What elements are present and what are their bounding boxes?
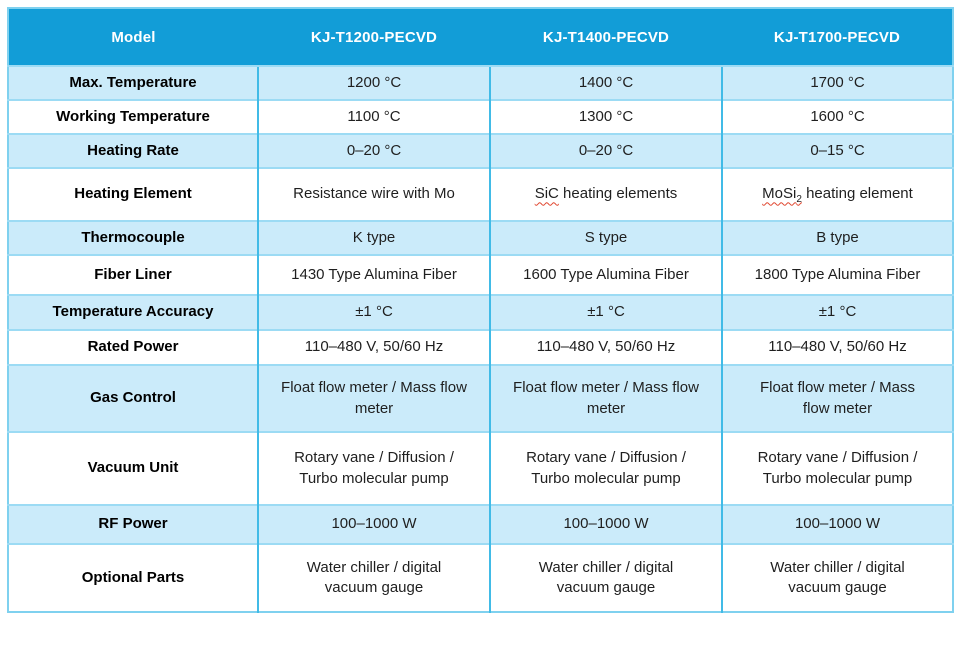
row-label: Temperature Accuracy	[8, 294, 258, 330]
chem-formula: MoSi	[762, 185, 797, 203]
misspelled-term: MoSi2	[762, 185, 802, 206]
cell-value: Rotary vane / Diffusion / Turbo molecula…	[721, 431, 953, 505]
cell-value: 100–1000 W	[489, 504, 722, 544]
cell-value: 1600 Type Alumina Fiber	[489, 254, 722, 295]
cell-value: Rotary vane / Diffusion / Turbo molecula…	[257, 431, 490, 505]
table-row-thermocouple: Thermocouple K type S type B type	[8, 220, 953, 255]
cell-value: Water chiller / digital vacuum gauge	[489, 543, 722, 612]
row-label: Gas Control	[8, 364, 258, 432]
cell-value: B type	[721, 220, 953, 255]
cell-value: Float flow meter / Mass flow meter	[721, 364, 953, 432]
table-row-fiber-liner: Fiber Liner 1430 Type Alumina Fiber 1600…	[8, 254, 953, 295]
table-row-vacuum-unit: Vacuum Unit Rotary vane / Diffusion / Tu…	[8, 431, 953, 505]
table-row-rated-power: Rated Power 110–480 V, 50/60 Hz 110–480 …	[8, 329, 953, 365]
cell-value: 0–20 °C	[257, 133, 490, 168]
cell-value: Water chiller / digital vacuum gauge	[721, 543, 953, 612]
table-row-gas-control: Gas Control Float flow meter / Mass flow…	[8, 364, 953, 432]
spec-comparison-table: Model KJ-T1200-PECVD KJ-T1400-PECVD KJ-T…	[7, 7, 954, 613]
cell-value: 0–15 °C	[721, 133, 953, 168]
header-col-kj-t1700: KJ-T1700-PECVD	[722, 8, 953, 66]
table-row-rf-power: RF Power 100–1000 W 100–1000 W 100–1000 …	[8, 504, 953, 544]
cell-value: SiC heating elements	[489, 167, 722, 221]
cell-value: 1100 °C	[257, 99, 490, 134]
row-label: Fiber Liner	[8, 254, 258, 295]
cell-value: S type	[489, 220, 722, 255]
cell-value: K type	[257, 220, 490, 255]
cell-value: 1600 °C	[721, 99, 953, 134]
cell-value: 1800 Type Alumina Fiber	[721, 254, 953, 295]
cell-value: 100–1000 W	[721, 504, 953, 544]
row-label: Rated Power	[8, 329, 258, 365]
cell-value-rest: heating element	[801, 185, 913, 203]
table-row-working-temperature: Working Temperature 1100 °C 1300 °C 1600…	[8, 99, 953, 134]
row-label: Heating Rate	[8, 133, 258, 168]
cell-value: Float flow meter / Mass flow meter	[489, 364, 722, 432]
cell-value: Water chiller / digital vacuum gauge	[257, 543, 490, 612]
cell-value: ±1 °C	[257, 294, 490, 330]
table-row-heating-rate: Heating Rate 0–20 °C 0–20 °C 0–15 °C	[8, 133, 953, 168]
header-model: Model	[8, 8, 258, 66]
cell-value: MoSi2 heating element	[721, 167, 953, 221]
cell-value: 110–480 V, 50/60 Hz	[721, 329, 953, 365]
header-col-kj-t1400: KJ-T1400-PECVD	[490, 8, 722, 66]
cell-value: 0–20 °C	[489, 133, 722, 168]
cell-value: Rotary vane / Diffusion / Turbo molecula…	[489, 431, 722, 505]
row-label: Max. Temperature	[8, 65, 258, 100]
row-label: Vacuum Unit	[8, 431, 258, 505]
header-col-kj-t1200: KJ-T1200-PECVD	[258, 8, 490, 66]
cell-value: 100–1000 W	[257, 504, 490, 544]
row-label: Optional Parts	[8, 543, 258, 612]
misspelled-term: SiC	[534, 185, 559, 203]
table-row-heating-element: Heating Element Resistance wire with Mo …	[8, 167, 953, 221]
cell-value: 1700 °C	[721, 65, 953, 100]
cell-value: 110–480 V, 50/60 Hz	[489, 329, 722, 365]
cell-value: ±1 °C	[721, 294, 953, 330]
cell-value: 1400 °C	[489, 65, 722, 100]
row-label: Heating Element	[8, 167, 258, 221]
cell-value: 1200 °C	[257, 65, 490, 100]
cell-value: 110–480 V, 50/60 Hz	[257, 329, 490, 365]
table-row-optional-parts: Optional Parts Water chiller / digital v…	[8, 543, 953, 612]
table-row-temperature-accuracy: Temperature Accuracy ±1 °C ±1 °C ±1 °C	[8, 294, 953, 330]
header-row: Model KJ-T1200-PECVD KJ-T1400-PECVD KJ-T…	[8, 8, 953, 66]
cell-value-rest: heating elements	[558, 185, 678, 203]
cell-value: 1300 °C	[489, 99, 722, 134]
row-label: Working Temperature	[8, 99, 258, 134]
row-label: Thermocouple	[8, 220, 258, 255]
cell-value: 1430 Type Alumina Fiber	[257, 254, 490, 295]
chem-subscript: 2	[796, 194, 802, 206]
cell-value: Resistance wire with Mo	[257, 167, 490, 221]
cell-value: ±1 °C	[489, 294, 722, 330]
row-label: RF Power	[8, 504, 258, 544]
cell-value: Float flow meter / Mass flow meter	[257, 364, 490, 432]
table-row-max-temperature: Max. Temperature 1200 °C 1400 °C 1700 °C	[8, 65, 953, 100]
